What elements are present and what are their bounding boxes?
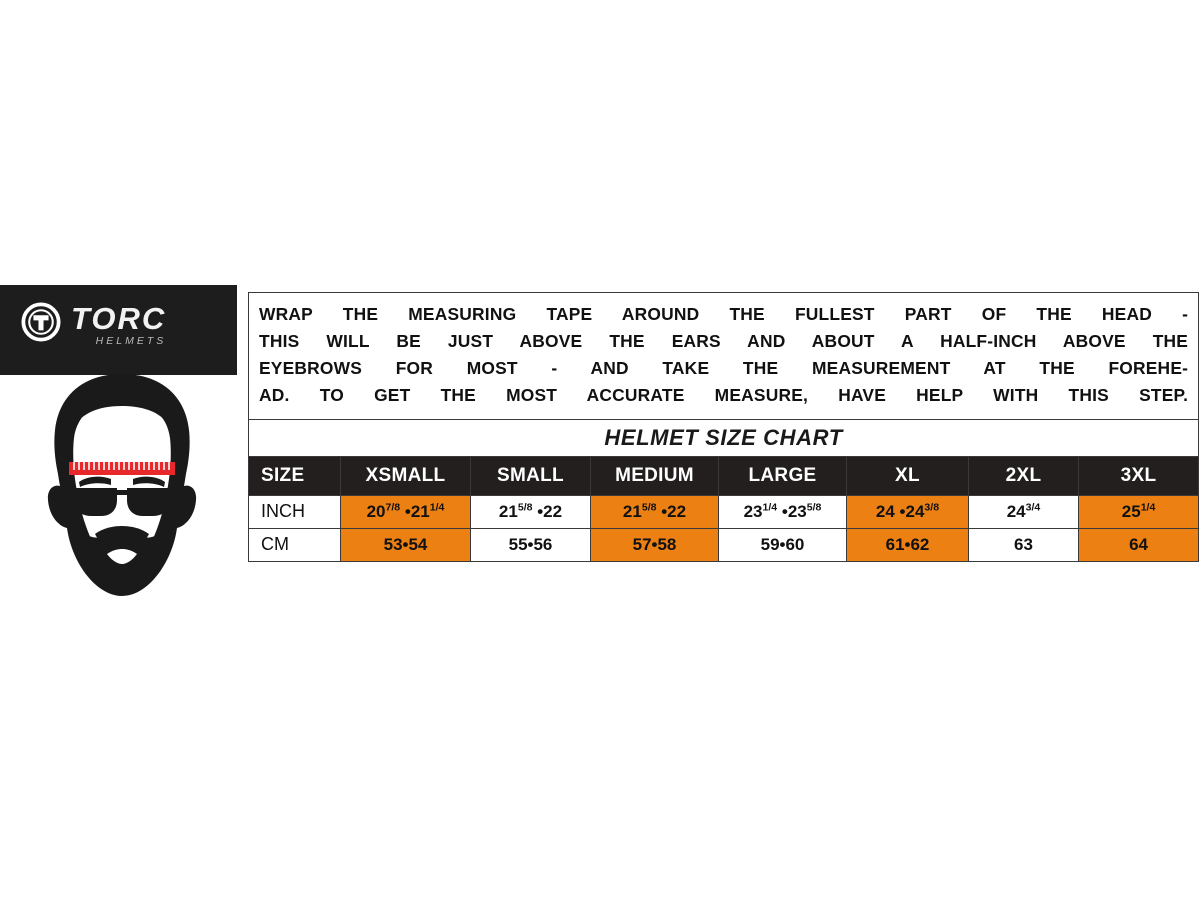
cm-xl: 61•62 xyxy=(846,527,969,562)
header-3xl: 3XL xyxy=(1077,455,1200,496)
inch-large-a: 23 xyxy=(743,501,763,521)
brand-logo-box: TORC HELMETS xyxy=(0,285,237,375)
cm-row: CM 53•54 55•56 57•58 59•60 61•62 63 64 xyxy=(248,527,1200,562)
instructions-row: WRAP THE MEASURING TAPE AROUND THE FULLE… xyxy=(247,292,1200,420)
inch-xsmall-b: •21 xyxy=(400,501,430,521)
inch-row: INCH 207/8 •211/4 215/8 •22 215/8 •22 23… xyxy=(248,494,1200,529)
inch-medium-a: 21 xyxy=(622,501,642,521)
instructions-cell: WRAP THE MEASURING TAPE AROUND THE FULLE… xyxy=(247,292,1200,420)
inch-xsmall-a-frac: 7/8 xyxy=(385,500,401,513)
inch-small-a: 21 xyxy=(498,501,518,521)
brand-wordmark: TORC xyxy=(71,301,167,336)
instructions-line-4: AD. TO GET THE MOST ACCURATE MEASURE, HA… xyxy=(259,385,1189,406)
hair xyxy=(54,374,190,478)
inch-small-frac: 5/8 xyxy=(517,500,533,513)
inch-large-a-frac: 1/4 xyxy=(762,500,778,513)
cm-medium: 57•58 xyxy=(590,527,719,562)
inch-large-b-frac: 5/8 xyxy=(806,500,822,513)
cm-3xl: 64 xyxy=(1077,527,1200,562)
column-header-row: SIZE XSMALL SMALL MEDIUM LARGE XL 2XL 3X… xyxy=(248,455,1200,496)
inch-medium-tail: •22 xyxy=(656,501,687,521)
instructions-line-2: THIS WILL BE JUST ABOVE THE EARS AND ABO… xyxy=(259,331,1189,352)
ears xyxy=(58,495,186,519)
sunglasses-icon xyxy=(63,487,181,516)
inch-xsmall-b-frac: 1/4 xyxy=(429,500,445,513)
header-size: SIZE xyxy=(248,455,341,496)
chart-title-row: HELMET SIZE CHART xyxy=(247,418,1200,457)
eyebrows xyxy=(79,476,165,487)
cm-xsmall: 53•54 xyxy=(340,527,471,562)
torc-emblem-icon xyxy=(21,302,61,342)
inch-medium: 215/8 •22 xyxy=(590,494,719,529)
header-medium: MEDIUM xyxy=(590,455,719,496)
inch-3xl-frac: 1/4 xyxy=(1140,500,1156,513)
measuring-tape xyxy=(69,462,175,475)
brand-wordmark-wrap: TORC HELMETS xyxy=(71,303,166,347)
brand-logo-inner: TORC HELMETS xyxy=(20,301,166,347)
inch-medium-frac: 5/8 xyxy=(641,500,657,513)
brand-subtitle: HELMETS xyxy=(95,335,167,347)
header-large: LARGE xyxy=(718,455,847,496)
inch-xsmall-a: 20 xyxy=(366,501,386,521)
inch-large: 231/4 •235/8 xyxy=(718,494,847,529)
inch-large-b: •23 xyxy=(777,501,807,521)
bearded-man-illustration xyxy=(47,374,197,596)
inch-xl-a: 24 •24 xyxy=(875,501,925,521)
inch-small: 215/8 •22 xyxy=(470,494,591,529)
mouth xyxy=(107,549,137,564)
inch-xl: 24 •243/8 xyxy=(846,494,969,529)
inch-2xl-a: 24 xyxy=(1006,501,1026,521)
instructions-text: WRAP THE MEASURING TAPE AROUND THE FULLE… xyxy=(259,301,1188,410)
inch-2xl: 243/4 xyxy=(968,494,1079,529)
header-xl: XL xyxy=(846,455,969,496)
chart-title: HELMET SIZE CHART xyxy=(604,424,843,450)
helmet-size-chart-table: WRAP THE MEASURING TAPE AROUND THE FULLE… xyxy=(247,292,1200,562)
cm-small: 55•56 xyxy=(470,527,591,562)
cm-large: 59•60 xyxy=(718,527,847,562)
inch-xsmall: 207/8 •211/4 xyxy=(340,494,471,529)
row-label-inch: INCH xyxy=(248,494,341,529)
inch-2xl-frac: 3/4 xyxy=(1025,500,1041,513)
inch-xl-frac: 3/8 xyxy=(924,500,940,513)
header-small: SMALL xyxy=(470,455,591,496)
chart-title-cell: HELMET SIZE CHART xyxy=(247,418,1200,457)
instructions-line-1: WRAP THE MEASURING TAPE AROUND THE FULLE… xyxy=(259,304,1189,324)
header-xsmall: XSMALL xyxy=(340,455,471,496)
inch-3xl: 251/4 xyxy=(1077,494,1200,529)
inch-small-tail: •22 xyxy=(532,501,563,521)
beard xyxy=(70,502,174,595)
cm-2xl: 63 xyxy=(968,527,1079,562)
instructions-line-3: EYEBROWS FOR MOST - AND TAKE THE MEASURE… xyxy=(259,358,1189,379)
header-2xl: 2XL xyxy=(968,455,1079,496)
inch-3xl-a: 25 xyxy=(1121,501,1141,521)
row-label-cm: CM xyxy=(248,527,341,562)
